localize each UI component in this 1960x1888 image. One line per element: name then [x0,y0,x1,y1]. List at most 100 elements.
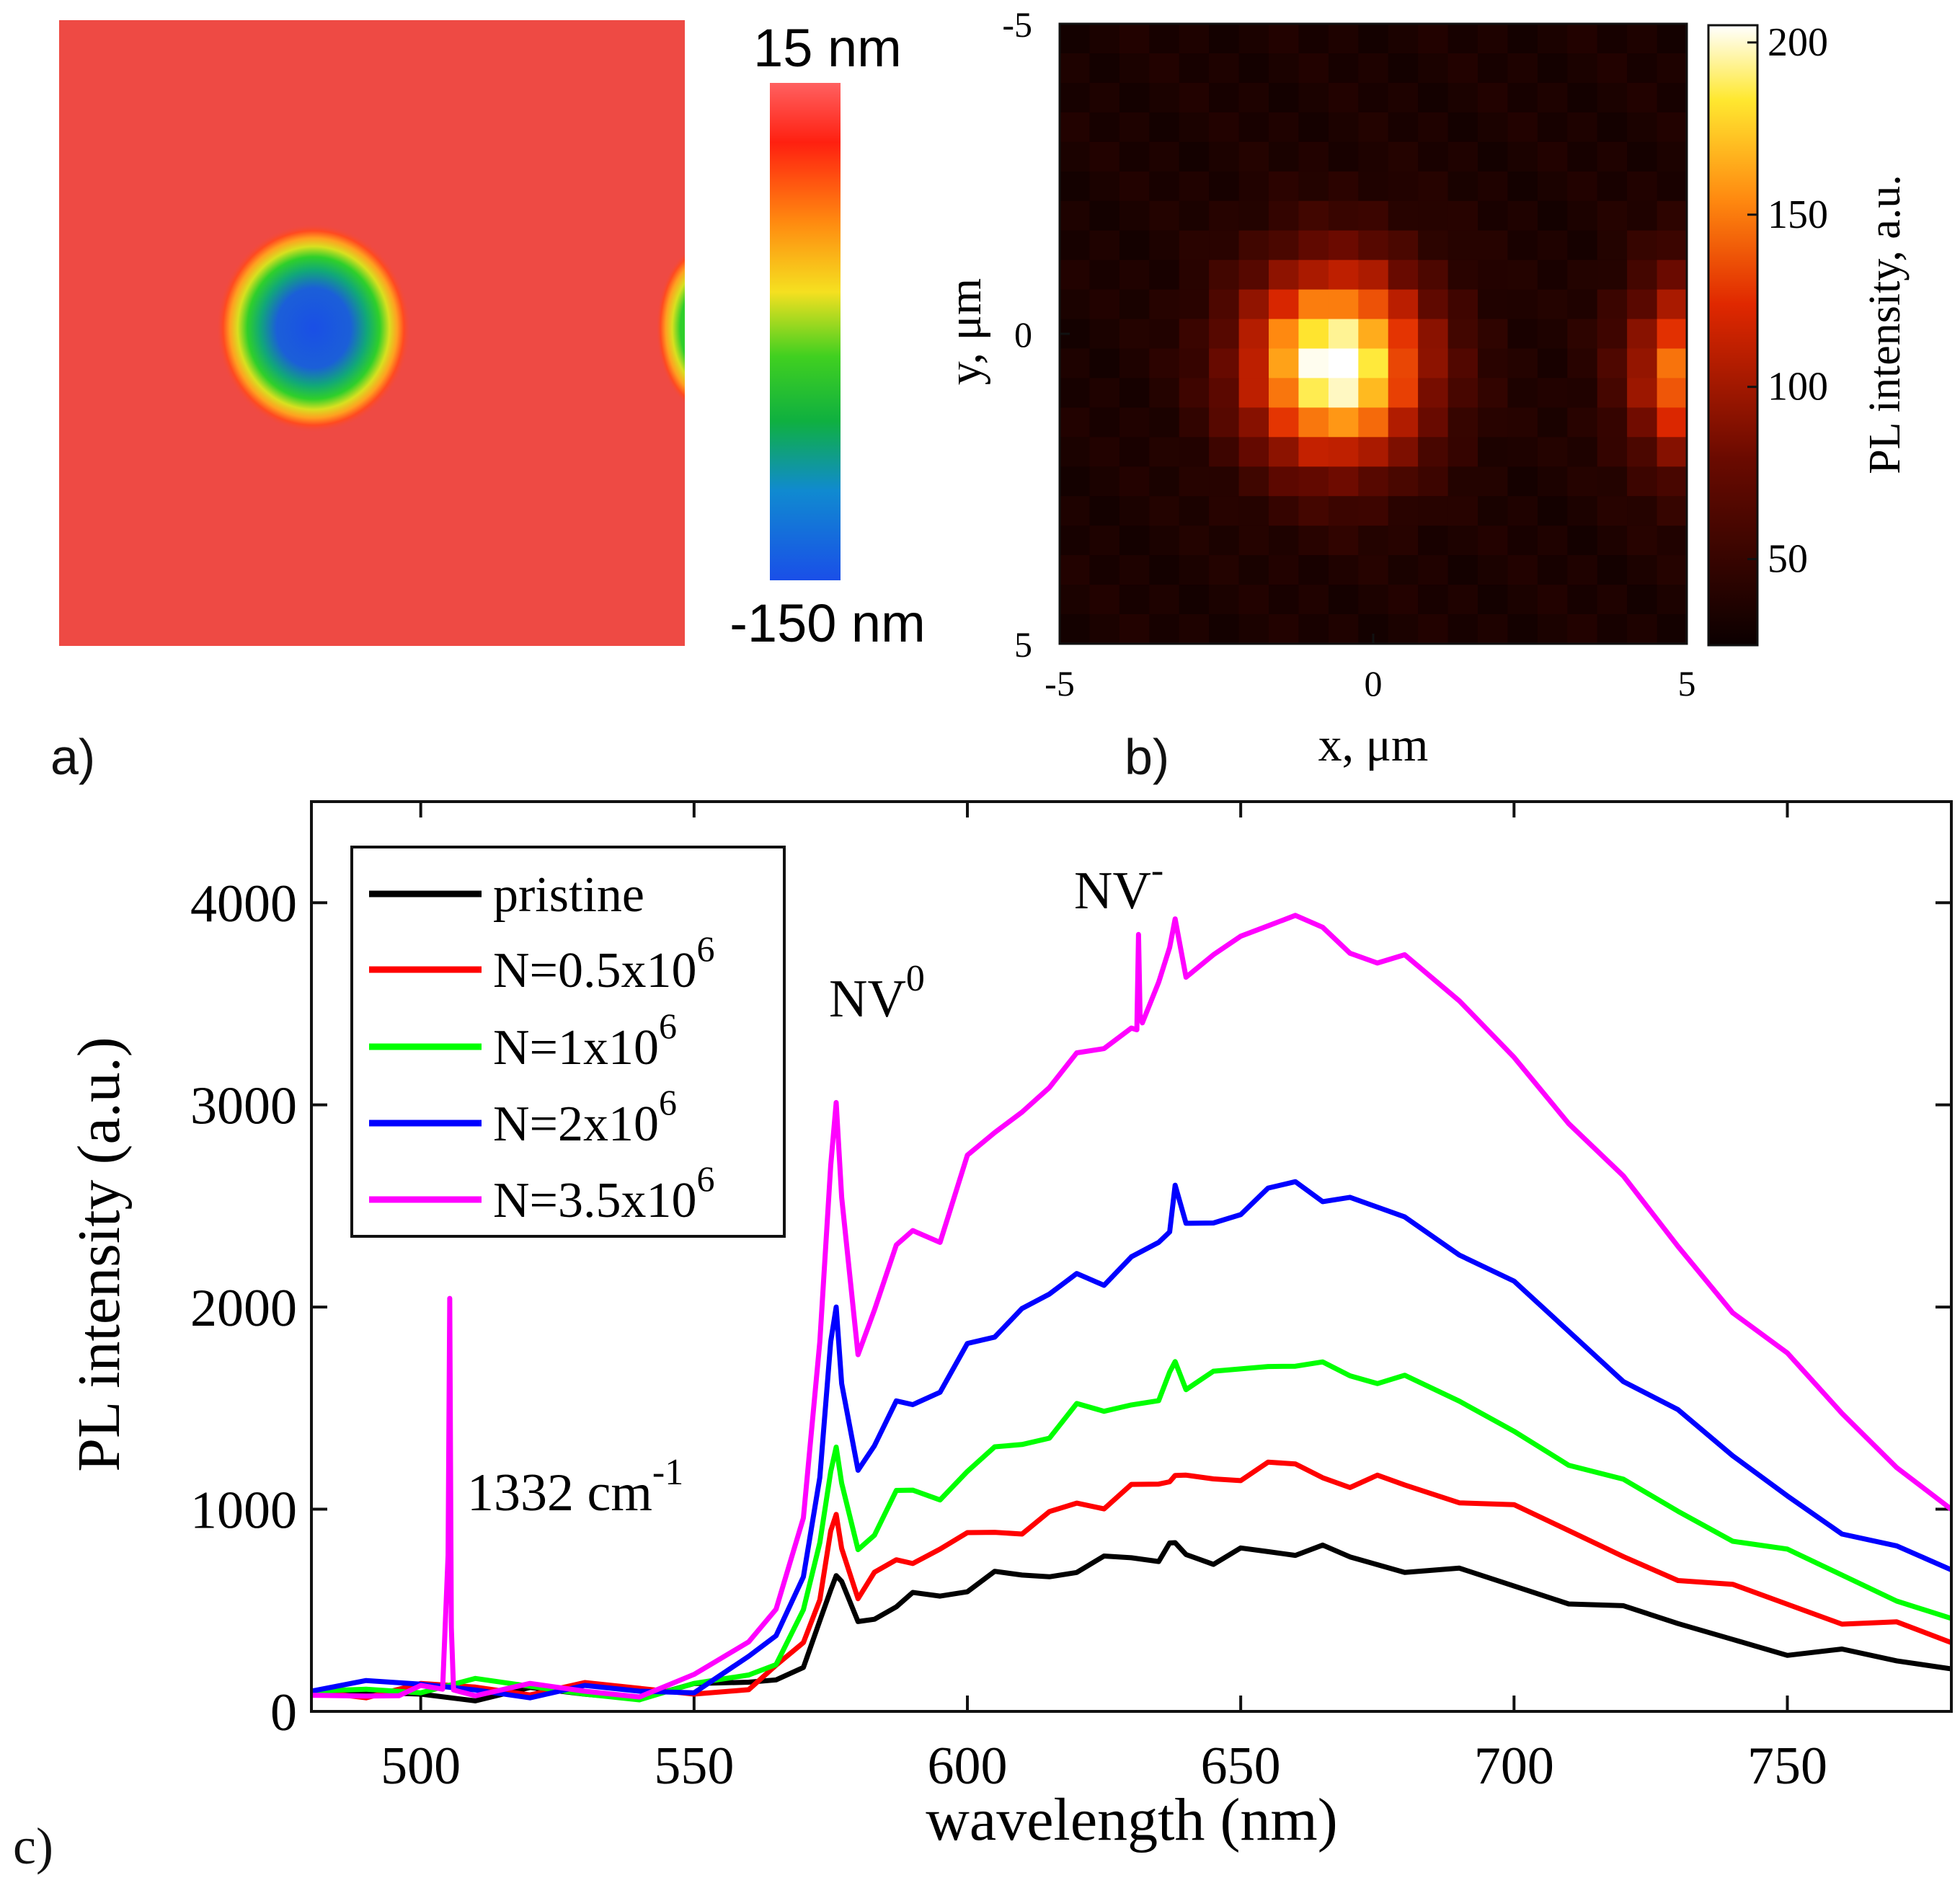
pl-map-cell [1537,496,1568,526]
pl-map-cell [1657,82,1687,113]
pl-map-cell [1149,555,1180,585]
pl-map-cell [1119,82,1150,113]
pl-map-cell [1478,614,1508,644]
pl-map-cell [1507,585,1538,615]
pl-map-cell [1627,112,1658,143]
legend-label-pristine: pristine [493,867,644,923]
annotation-raman-peak: 1332 cm-1 [467,1452,683,1523]
pl-map-cell [1657,289,1687,320]
pl-map-cell [1179,289,1210,320]
x-tick-label: 650 [1201,1737,1281,1796]
pl-map-cell [1597,289,1628,320]
pl-map-cell [1119,555,1150,585]
pl-map-cell [1447,466,1478,497]
pl-map-cell [1298,82,1329,113]
pl-map-cell [1537,526,1568,556]
pl-map-cell [1119,585,1150,615]
pl-map-cell [1269,496,1299,526]
series-line-3 [311,1179,1951,1701]
pl-map-cell [1567,171,1598,202]
pl-map-cell [1537,555,1568,585]
pl-map-cell [1119,112,1150,143]
pl-map-cell [1269,112,1299,143]
pl-map-cell [1179,112,1210,143]
pl-ylabel: y, μm [959,278,991,385]
pl-map-cell [1119,200,1150,231]
pl-map-cell [1447,82,1478,113]
pl-map-cell [1358,407,1389,438]
pl-map-cell [1238,407,1269,438]
pl-map-cell [1089,82,1120,113]
panel-c-spectra-chart: 500 550 600 650 700 750 0 1000 2000 3000 4000 1332… [66,800,1953,1853]
pl-map-cell [1238,24,1269,54]
pl-map-cell [1179,348,1210,379]
pl-map-cell [1537,348,1568,379]
pl-map-cell [1478,112,1508,143]
pl-map-cell [1567,466,1598,497]
pl-map-cell [1388,141,1419,172]
pl-map-cell [1567,200,1598,231]
pl-map-cell [1149,141,1180,172]
pl-xtick-label: -5 [1045,663,1075,704]
pl-map-cell [1447,437,1478,467]
pl-map-cell [1567,407,1598,438]
pl-map-cell [1060,112,1090,143]
pl-map-cell [1328,24,1359,54]
pl-map-cell [1209,82,1240,113]
pl-map-cell [1358,53,1389,84]
pl-map-cell [1418,555,1449,585]
pl-map-cell [1119,614,1150,644]
pl-map-cell [1657,555,1687,585]
pl-map-cell [1328,378,1359,408]
pl-map-cell [1328,348,1359,379]
pl-map-cell [1119,496,1150,526]
pl-map-cell [1597,407,1628,438]
pl-map-cell [1657,348,1687,379]
pl-map-cell [1388,112,1419,143]
pl-map-cell [1388,407,1419,438]
pl-map-cell [1209,407,1240,438]
pl-map-cell [1478,555,1508,585]
pl-map-cell [1657,437,1687,467]
pl-map-cell [1537,378,1568,408]
pl-map-cell [1298,466,1329,497]
pl-map-cell [1298,437,1329,467]
pl-map-cell [1537,437,1568,467]
pl-map-cell [1238,200,1269,231]
pl-map-cell [1209,171,1240,202]
pl-map-cell [1447,200,1478,231]
pl-map-cell [1597,555,1628,585]
pl-map-cell [1089,614,1120,644]
pl-map-cell [1418,53,1449,84]
pl-map-cell [1537,200,1568,231]
pl-map-cell [1149,289,1180,320]
pl-map-cell [1119,141,1150,172]
pl-colorbar-tick-label: 50 [1768,537,1808,582]
pl-map-cell [1507,526,1538,556]
pl-colorbar-tick-label: 100 [1768,365,1828,409]
pl-map-cell [1089,289,1120,320]
pl-map-cell [1060,230,1090,261]
panel-a-label: a) [50,729,96,785]
pl-map-cell [1358,555,1389,585]
afm-colorbar [770,83,841,580]
pl-map-cell [1179,24,1210,54]
pl-map-cell [1179,437,1210,467]
pl-map-cell [1597,466,1628,497]
x-tick-label: 700 [1474,1737,1554,1796]
spectra-series [311,913,1951,1703]
pl-map-cell [1089,466,1120,497]
pl-map-cell [1567,260,1598,291]
pl-map-cell [1179,585,1210,615]
panel-b-label: b) [1125,729,1170,785]
pl-map-cell [1657,614,1687,644]
pl-map-cell [1447,260,1478,291]
pl-map-cell [1149,466,1180,497]
pl-map-cell [1328,82,1359,113]
pl-map-cell [1149,260,1180,291]
pl-map-cell [1089,53,1120,84]
pl-map-cell [1537,112,1568,143]
pl-map-cell [1149,230,1180,261]
pl-map-cell [1328,555,1359,585]
